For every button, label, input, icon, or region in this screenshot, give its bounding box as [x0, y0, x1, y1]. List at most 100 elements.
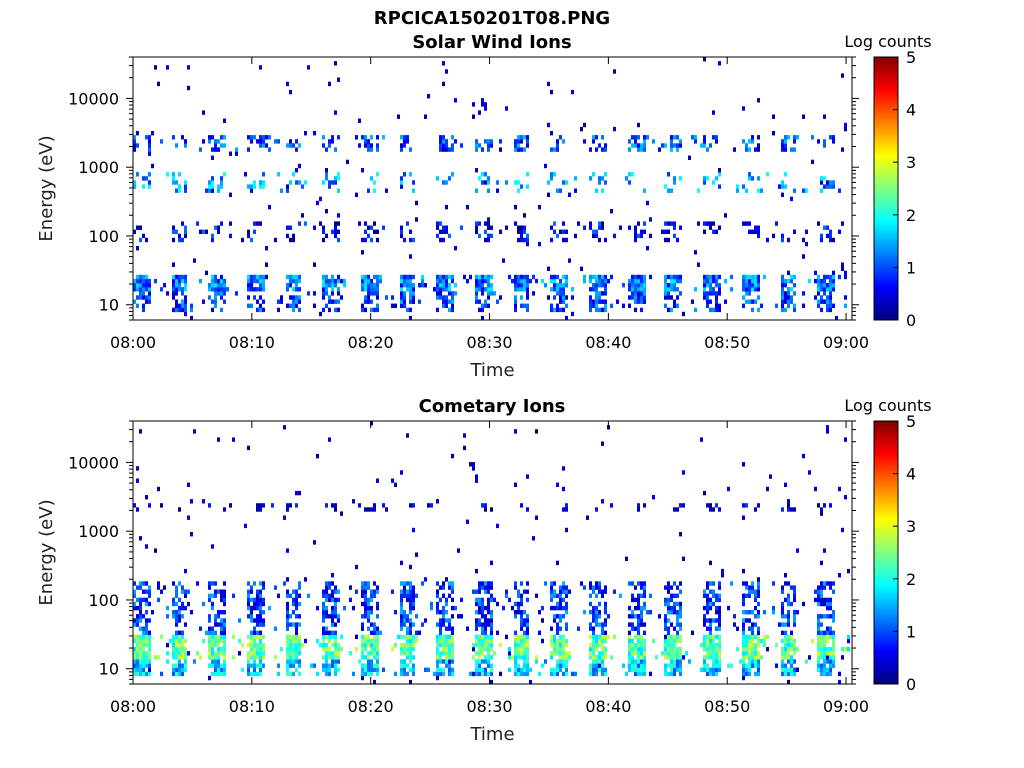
heatmap-cell	[184, 647, 187, 652]
heatmap-cell	[484, 237, 487, 243]
heatmap-cell	[397, 114, 400, 119]
heatmap-cell	[595, 581, 598, 586]
heatmap-cell	[604, 618, 607, 623]
heatmap-cell	[223, 659, 226, 664]
heatmap-cell	[673, 143, 676, 148]
heatmap-cell	[247, 667, 250, 673]
heatmap-cell	[541, 663, 544, 668]
heatmap-cell	[412, 601, 415, 607]
heatmap-cell	[733, 622, 736, 627]
heatmap-cell	[553, 671, 556, 677]
heatmap-cell	[583, 274, 586, 280]
heatmap-cell	[400, 143, 403, 148]
heatmap-cell	[208, 184, 211, 189]
heatmap-cell	[709, 647, 712, 652]
heatmap-cell	[667, 283, 670, 288]
heatmap-cell	[712, 581, 715, 586]
heatmap-cell	[259, 139, 262, 144]
heatmap-cell	[745, 221, 748, 226]
heatmap-cell	[361, 307, 364, 313]
heatmap-cell	[841, 221, 844, 226]
heatmap-cell	[178, 597, 181, 603]
heatmap-cell	[322, 614, 325, 619]
heatmap-cell	[262, 143, 265, 148]
heatmap-cell	[757, 274, 760, 280]
heatmap-cell	[517, 229, 520, 235]
heatmap-cell	[652, 495, 655, 500]
heatmap-cell	[823, 283, 826, 288]
heatmap-cell	[526, 184, 529, 189]
heatmap-cell	[784, 597, 787, 603]
heatmap-cell	[826, 630, 829, 636]
heatmap-cell	[400, 147, 403, 152]
heatmap-cell	[436, 671, 439, 677]
heatmap-cell	[589, 626, 592, 631]
heatmap-cell	[694, 307, 697, 313]
heatmap-cell	[487, 274, 490, 280]
heatmap-cell	[484, 647, 487, 652]
heatmap-cell	[811, 135, 814, 140]
heatmap-cell	[703, 283, 706, 288]
heatmap-cell	[406, 614, 409, 619]
heatmap-cell	[832, 655, 835, 660]
heatmap-cell	[847, 634, 850, 640]
heatmap-cell	[523, 610, 526, 615]
heatmap-cell	[412, 527, 415, 533]
heatmap-cell	[826, 626, 829, 631]
heatmap-cell	[373, 287, 376, 292]
heatmap-cell	[715, 283, 718, 288]
heatmap-cell	[598, 291, 601, 296]
heatmap-cell	[373, 638, 376, 644]
heatmap-cell	[787, 634, 790, 640]
heatmap-cell	[184, 659, 187, 664]
heatmap-cell	[400, 659, 403, 664]
heatmap-cell	[637, 299, 640, 304]
heatmap-cell	[598, 143, 601, 148]
heatmap-cell	[553, 651, 556, 656]
heatmap-cell	[409, 307, 412, 313]
heatmap-cell	[451, 172, 454, 177]
heatmap-cell	[253, 581, 256, 586]
heatmap-cell	[601, 622, 604, 627]
heatmap-cell	[826, 634, 829, 640]
heatmap-cell	[796, 667, 799, 673]
heatmap-cell	[475, 188, 478, 193]
heatmap-cell	[673, 651, 676, 656]
heatmap-cell	[145, 671, 148, 677]
heatmap-cell	[451, 638, 454, 644]
heatmap-cell	[787, 642, 790, 648]
heatmap-cell	[406, 221, 409, 226]
heatmap-cell	[298, 663, 301, 668]
heatmap-cell	[400, 291, 403, 296]
heatmap-cell	[208, 642, 211, 648]
heatmap-cell	[829, 303, 832, 309]
heatmap-cell	[145, 299, 148, 304]
heatmap-cell	[820, 237, 823, 243]
heatmap-cell	[742, 642, 745, 648]
heatmap-cell	[781, 647, 784, 652]
heatmap-cell	[583, 225, 586, 230]
heatmap-cell	[556, 233, 559, 239]
heatmap-cell	[676, 663, 679, 668]
heatmap-cell	[247, 229, 250, 235]
heatmap-cell	[670, 634, 673, 640]
heatmap-cell	[376, 307, 379, 313]
heatmap-cell	[214, 622, 217, 627]
heatmap-cell	[244, 172, 247, 177]
heatmap-cell	[742, 675, 745, 681]
heatmap-cell	[592, 135, 595, 140]
heatmap-cell	[562, 180, 565, 185]
heatmap-cell	[472, 102, 475, 107]
heatmap-cell	[832, 589, 835, 594]
heatmap-cell	[289, 278, 292, 284]
heatmap-cell	[733, 147, 736, 152]
heatmap-cell	[400, 663, 403, 668]
heatmap-cell	[445, 139, 448, 144]
heatmap-cell	[715, 667, 718, 673]
heatmap-cell	[139, 614, 142, 619]
heatmap-cell	[448, 638, 451, 644]
heatmap-cell	[232, 655, 235, 660]
heatmap-cell	[661, 143, 664, 148]
heatmap-cell	[829, 581, 832, 586]
heatmap-cell	[754, 614, 757, 619]
